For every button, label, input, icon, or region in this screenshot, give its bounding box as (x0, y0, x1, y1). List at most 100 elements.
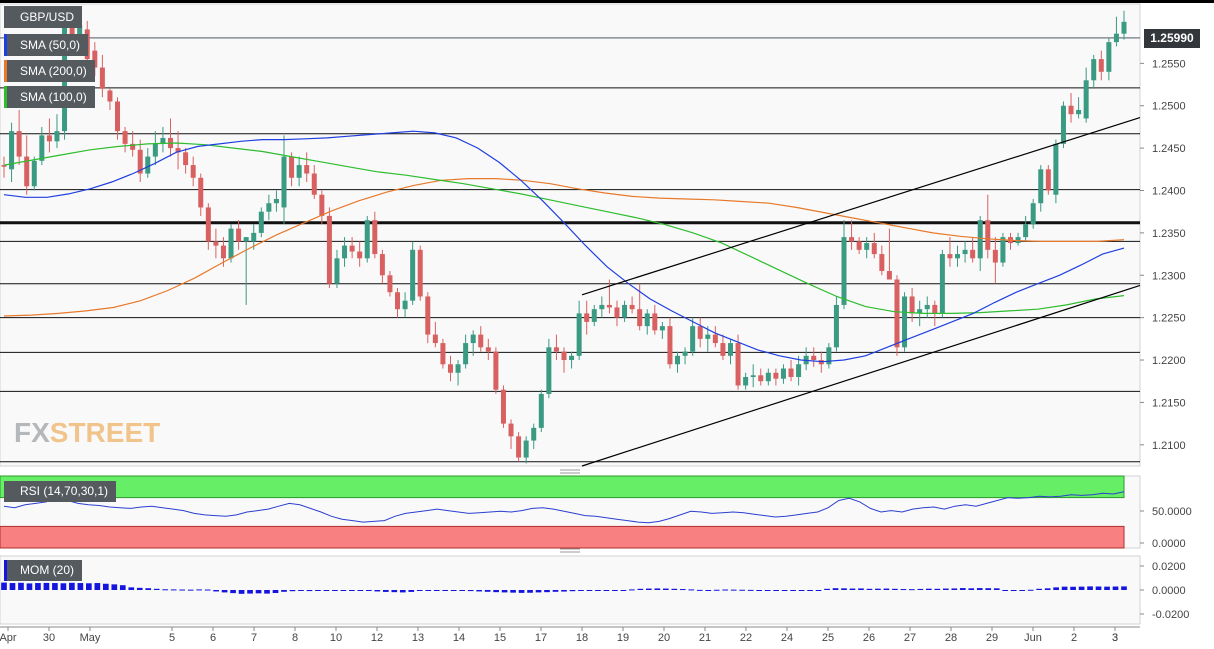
mom-bar (569, 590, 576, 592)
candle (342, 237, 348, 267)
candle (266, 194, 272, 221)
candle-body (629, 304, 635, 310)
mom-bar (1112, 586, 1119, 590)
candle (198, 173, 204, 216)
candle-body (758, 375, 764, 382)
mom-bar (629, 589, 635, 591)
candle (1121, 10, 1127, 40)
candle-body (115, 101, 121, 132)
candle (690, 317, 696, 356)
candle-body (1106, 42, 1112, 72)
candle (970, 237, 976, 263)
mom-bar (909, 589, 915, 591)
mom-bar (730, 589, 737, 591)
candle (326, 207, 332, 288)
candle-body (637, 309, 643, 327)
mom-bar (552, 590, 559, 592)
candle-body (99, 67, 105, 89)
candle (538, 389, 544, 433)
candle-body (69, 25, 75, 43)
mom-bar (1036, 588, 1042, 590)
candle-body (107, 90, 113, 102)
mom-bar (94, 583, 101, 590)
candle (1091, 54, 1097, 89)
candle (16, 109, 22, 166)
mom-bar (917, 588, 924, 590)
candle (1023, 215, 1029, 242)
candle-body (447, 364, 453, 373)
y-tick-label: 1.2200 (1152, 355, 1186, 367)
price-panel-bg (0, 3, 1141, 467)
candle-body (546, 347, 552, 394)
candle (334, 249, 340, 288)
mom-bar (230, 590, 236, 594)
mom-bar (255, 590, 262, 594)
candle (485, 338, 491, 361)
mom-bar (671, 588, 678, 590)
mom-bar (340, 590, 347, 591)
candle-body (962, 249, 968, 255)
trendline (581, 117, 1141, 296)
rsi-tag[interactable]: RSI (14,70,30,1) (4, 481, 117, 502)
mom-bar (756, 590, 762, 591)
candle (372, 211, 378, 259)
sma100-label: SMA (100,0) (20, 90, 87, 104)
mom-bar (518, 590, 525, 593)
candle-body (273, 198, 279, 204)
candle (924, 296, 930, 318)
candle-body (667, 326, 673, 365)
candle-body (705, 334, 711, 339)
x-tick-label: 30 (43, 632, 55, 644)
mom-bar (849, 588, 856, 590)
mom-bar (349, 590, 355, 591)
price-panel[interactable] (0, 0, 1214, 467)
candle-body (160, 137, 166, 144)
mom-tag[interactable]: MOM (20) (4, 560, 82, 581)
candle-body (947, 254, 953, 259)
candle (531, 423, 537, 450)
mom-bar (866, 588, 873, 590)
candle-body (894, 279, 900, 348)
candle (46, 118, 52, 153)
mom-bar (679, 589, 686, 591)
candle (190, 156, 196, 187)
mom-bar (781, 590, 788, 591)
mom-bar (272, 590, 279, 593)
candle-body (917, 309, 923, 314)
mom-bar (493, 590, 499, 593)
rsi-line (3, 491, 1125, 524)
candle-body (697, 326, 703, 339)
candle (1038, 165, 1044, 212)
x-tick-label: 17 (535, 632, 547, 644)
candle-body (220, 245, 226, 259)
candle (841, 220, 847, 310)
mom-bar (1027, 589, 1034, 591)
candle-body (788, 368, 794, 377)
y-tick-label: 1.2450 (1152, 143, 1186, 155)
candle-body (152, 143, 158, 157)
momentum-panel[interactable] (0, 555, 1141, 625)
mom-bar (764, 590, 771, 591)
candle-body (939, 254, 945, 314)
candle-body (720, 343, 726, 356)
candle-body (599, 304, 605, 310)
candle-body (1060, 105, 1066, 144)
candle (1068, 93, 1074, 123)
mom-bar (366, 590, 372, 591)
sma50-tag[interactable]: SMA (50,0) (4, 34, 89, 56)
mom-bar (357, 590, 364, 591)
candle-body (1083, 80, 1089, 119)
sma200-tag[interactable]: SMA (200,0) (4, 60, 95, 82)
candle-body (470, 334, 476, 344)
candle-body (750, 375, 756, 377)
candle-body (690, 326, 696, 352)
candle-body (281, 156, 287, 208)
rsi-panel[interactable] (0, 475, 1141, 549)
sma100-tag[interactable]: SMA (100,0) (4, 86, 95, 108)
symbol-tag[interactable]: GBP/USD (4, 6, 83, 28)
candle (833, 296, 839, 352)
candle-body (342, 245, 348, 259)
mom-bar (934, 588, 941, 590)
candle (811, 347, 817, 367)
x-tick-label: 28 (945, 632, 957, 644)
